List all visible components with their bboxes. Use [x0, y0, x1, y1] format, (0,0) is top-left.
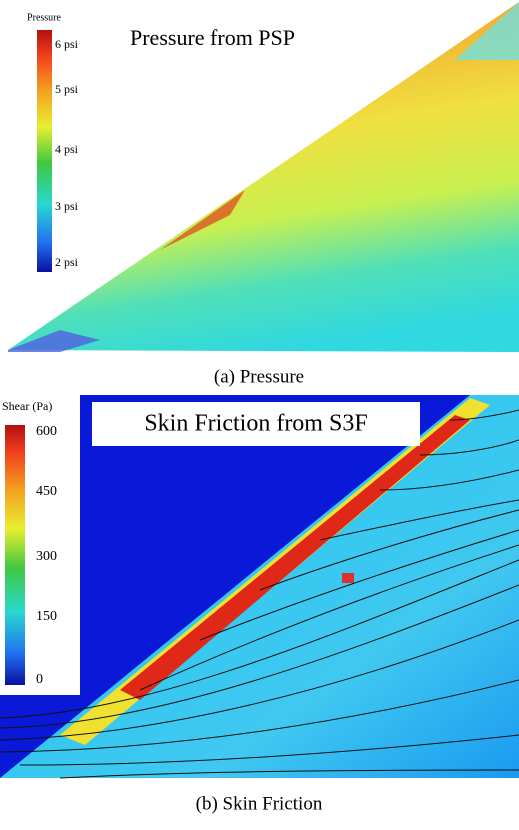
colorbar	[37, 30, 52, 272]
colorbar-label: 150	[36, 609, 57, 624]
colorbar-label: 6 psi	[55, 37, 79, 51]
panel-title: Skin Friction from S3F	[144, 411, 367, 437]
pressure-field	[8, 2, 519, 352]
marker	[342, 573, 354, 583]
colorbar-title: Pressure	[27, 12, 61, 23]
colorbar	[5, 425, 25, 685]
colorbar-label: 450	[36, 484, 57, 499]
panel-title: Pressure from PSP	[130, 25, 295, 50]
colorbar-label: 4 psi	[55, 142, 79, 156]
colorbar-label: 0	[36, 672, 43, 687]
panel-shear: Shear (Pa) 600 450 300 150 0 Skin Fricti…	[0, 395, 519, 814]
caption: (a) Pressure	[214, 366, 304, 387]
colorbar-title: Shear (Pa)	[2, 399, 52, 413]
colorbar-label: 5 psi	[55, 82, 79, 96]
caption: (b) Skin Friction	[196, 793, 323, 814]
colorbar-label: 3 psi	[55, 199, 79, 213]
colorbar-label: 2 psi	[55, 255, 79, 269]
colorbar-label: 600	[36, 424, 57, 439]
colorbar-label: 300	[36, 549, 57, 564]
panel-pressure: Pressure 6 psi 5 psi 4 psi 3 psi 2 psi P…	[8, 2, 519, 387]
figure: Pressure 6 psi 5 psi 4 psi 3 psi 2 psi P…	[0, 0, 519, 830]
